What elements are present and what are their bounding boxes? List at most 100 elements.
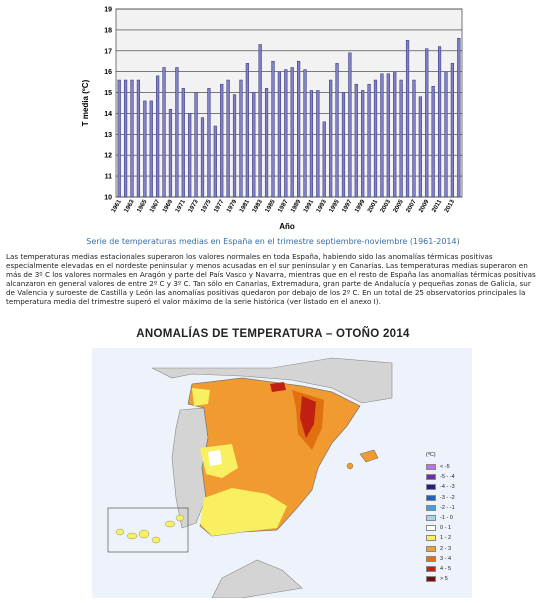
legend-label: 2 - 3 [440,545,452,552]
legend-swatch [426,525,436,532]
legend-swatch [426,515,436,522]
x-tick-label: 2013 [443,198,456,214]
neighbor-land [151,357,393,404]
x-tick-label: 2003 [379,198,392,214]
legend-label: -1 - 0 [440,515,453,522]
y-tick-label: 12 [104,153,112,160]
west-white [208,450,222,466]
bar-1984 [264,88,269,198]
bar-1962 [124,79,128,198]
y-tick-label: 13 [104,132,112,139]
x-tick-label: 1977 [213,198,226,214]
x-tick-label: 1973 [187,198,200,214]
legend-item: > 5 [426,574,470,584]
africa-land [211,559,303,599]
bar-1966 [149,100,153,198]
bar-1995 [335,63,339,198]
south-yellow [200,488,287,536]
x-tick-label: 1983 [251,198,264,214]
legend-item: -5 - -4 [426,472,470,482]
bar-1980 [239,79,243,198]
x-tick-label: 1985 [264,198,277,214]
x-axis-label: Año [279,222,295,231]
bar-2011 [437,46,442,198]
bar-2014 [457,37,461,198]
map-legend: (ºC) < -5 -5 - -4 -4 - -3 -3 - -2 -2 - -1 -1 … [426,452,470,584]
y-tick-label: 10 [104,195,112,202]
x-tick-label: 1969 [161,198,174,214]
bar-1968 [162,67,166,198]
bar-1997 [348,52,352,198]
legend-swatch [426,565,436,572]
balearic-islands [359,449,379,463]
map-title: ANOMALÍAS DE TEMPERATURA – OTOÑO 2014 [136,328,410,340]
bar-1964 [136,79,141,198]
bar-1987 [284,69,288,198]
legend-label: 3 - 4 [440,555,452,562]
bar-1974 [200,117,205,198]
chart-caption: Serie de temperaturas medias en España e… [86,237,460,246]
bar-1983 [258,44,262,198]
x-tick-label: 2007 [405,198,418,214]
bar-1970 [175,67,179,198]
bar-1963 [130,79,134,198]
bar-1961 [117,79,121,198]
x-tick-label: 2011 [431,198,444,214]
legend-swatch [426,576,436,583]
x-tick-label: 1993 [315,198,328,214]
bar-1979 [232,94,237,198]
legend-item: -2 - -1 [426,503,470,513]
x-tick-label: 1999 [353,198,366,214]
bar-1996 [341,92,346,198]
x-tick-label: 1995 [328,198,341,214]
legend-item: 1 - 2 [426,533,470,543]
bar-2012 [444,71,448,198]
bar-1994 [329,79,333,198]
legend-swatch [426,484,436,491]
legend-swatch [426,545,436,552]
bar-1989 [297,60,301,198]
bar-1981 [245,63,249,198]
temperature-bar-chart: T media (ºC) Año 10 11 12 13 14 15 16 17 18 19 196… [81,7,463,231]
ibiza-island [346,462,354,470]
bar-2013 [450,63,454,198]
bar-1969 [168,109,173,198]
bar-1976 [213,125,217,198]
legend-item: 0 - 1 [426,523,470,533]
bar-1988 [290,67,294,198]
x-tick-label: 2005 [392,198,405,214]
canary-islands [115,514,185,544]
y-tick-label: 19 [104,7,112,14]
bar-1965 [143,100,147,198]
legend-item: 4 - 5 [426,564,470,574]
canary-inset [107,507,189,553]
anomaly-map [92,348,472,599]
bar-1998 [354,83,358,198]
bar-1967 [156,75,160,198]
legend-item: -3 - -2 [426,493,470,503]
x-tick-label: 1987 [277,198,290,214]
legend-label: -2 - -1 [440,504,455,511]
legend-label: < -5 [440,464,450,471]
y-tick-label: 11 [105,174,113,181]
y-axis-label: T media (ºC) [81,79,90,126]
legend-title: (ºC) [426,452,436,458]
legend-swatch [426,464,436,471]
x-tick-label: 1963 [123,198,136,214]
bar-2005 [399,79,403,198]
y-tick-label: 17 [104,48,112,55]
y-tick-label: 14 [104,111,112,118]
legend-swatch [426,474,436,481]
bar-2001 [373,79,378,198]
x-tick-label: 1981 [238,198,251,214]
bar-2002 [380,73,384,198]
north-spot [270,382,286,392]
bar-2009 [425,48,429,198]
bar-1977 [220,83,224,198]
x-tick-label: 1989 [289,198,302,214]
bar-2000 [367,83,371,198]
x-tick-label: 1997 [341,198,354,214]
bar-1982 [252,92,256,198]
bar-1986 [277,71,281,198]
bar-1985 [271,60,275,198]
